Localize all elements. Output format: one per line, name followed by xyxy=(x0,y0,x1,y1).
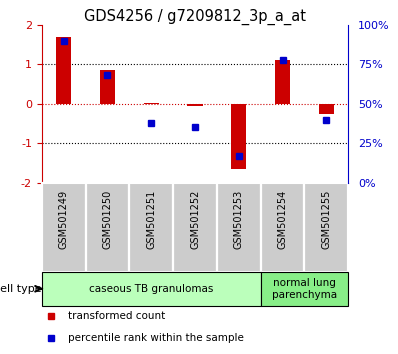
Bar xyxy=(275,60,290,104)
Bar xyxy=(86,183,129,272)
Text: GSM501252: GSM501252 xyxy=(190,190,200,249)
Bar xyxy=(42,183,86,272)
Bar xyxy=(304,183,348,272)
Title: GDS4256 / g7209812_3p_a_at: GDS4256 / g7209812_3p_a_at xyxy=(84,8,306,25)
Bar xyxy=(100,70,115,104)
Text: GSM501249: GSM501249 xyxy=(59,190,69,249)
Bar xyxy=(217,183,261,272)
Text: GSM501250: GSM501250 xyxy=(102,190,113,249)
Bar xyxy=(319,104,334,114)
Text: GSM501251: GSM501251 xyxy=(146,190,156,249)
Bar xyxy=(261,272,348,306)
Text: percentile rank within the sample: percentile rank within the sample xyxy=(68,333,244,343)
Text: cell type: cell type xyxy=(0,284,42,294)
Text: normal lung
parenchyma: normal lung parenchyma xyxy=(272,278,337,299)
Text: transformed count: transformed count xyxy=(68,311,165,321)
Bar xyxy=(231,104,246,169)
Bar xyxy=(261,183,304,272)
Bar xyxy=(144,103,159,104)
Text: caseous TB granulomas: caseous TB granulomas xyxy=(89,284,213,294)
Bar xyxy=(187,104,203,106)
Text: GSM501255: GSM501255 xyxy=(321,190,332,249)
Bar xyxy=(173,183,217,272)
Bar xyxy=(42,272,261,306)
Text: GSM501254: GSM501254 xyxy=(277,190,288,249)
Bar xyxy=(56,36,71,104)
Text: GSM501253: GSM501253 xyxy=(234,190,244,249)
Bar xyxy=(129,183,173,272)
